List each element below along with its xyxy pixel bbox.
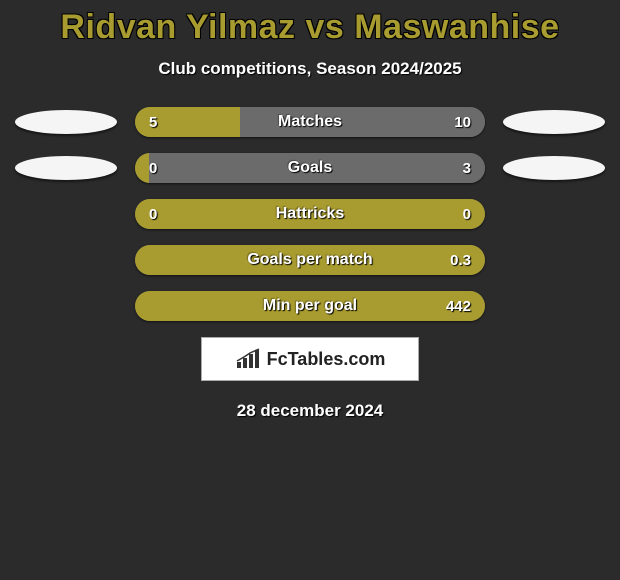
stat-row: 0Hattricks0 — [0, 199, 620, 229]
right-badge-slot — [499, 110, 609, 134]
stat-label: Hattricks — [135, 199, 485, 229]
left-badge-slot — [11, 156, 121, 180]
stats-rows: 5Matches100Goals30Hattricks0Goals per ma… — [0, 107, 620, 321]
page-title: Ridvan Yilmaz vs Maswanhise — [0, 8, 620, 47]
stat-bar: Goals per match0.3 — [135, 245, 485, 275]
date-text: 28 december 2024 — [0, 401, 620, 421]
player-badge-right — [503, 156, 605, 180]
logo-text: FcTables.com — [267, 349, 386, 370]
chart-icon — [235, 348, 261, 370]
right-badge-slot — [499, 156, 609, 180]
stat-right-value: 0.3 — [450, 245, 471, 275]
stat-bar: 0Hattricks0 — [135, 199, 485, 229]
left-badge-slot — [11, 110, 121, 134]
stat-row: 0Goals3 — [0, 153, 620, 183]
player-badge-left — [15, 156, 117, 180]
stat-right-value: 0 — [463, 199, 471, 229]
stat-row: Min per goal442 — [0, 291, 620, 321]
stat-bar: Min per goal442 — [135, 291, 485, 321]
stat-label: Matches — [135, 107, 485, 137]
stat-right-value: 442 — [446, 291, 471, 321]
page-subtitle: Club competitions, Season 2024/2025 — [0, 59, 620, 79]
player-badge-left — [15, 110, 117, 134]
stat-label: Goals — [135, 153, 485, 183]
player-badge-right — [503, 110, 605, 134]
stat-row: 5Matches10 — [0, 107, 620, 137]
stat-row: Goals per match0.3 — [0, 245, 620, 275]
stat-label: Min per goal — [135, 291, 485, 321]
stat-bar: 0Goals3 — [135, 153, 485, 183]
stat-right-value: 10 — [454, 107, 471, 137]
comparison-container: Ridvan Yilmaz vs Maswanhise Club competi… — [0, 0, 620, 421]
stat-right-value: 3 — [463, 153, 471, 183]
stat-label: Goals per match — [135, 245, 485, 275]
logo-box[interactable]: FcTables.com — [201, 337, 419, 381]
stat-bar: 5Matches10 — [135, 107, 485, 137]
